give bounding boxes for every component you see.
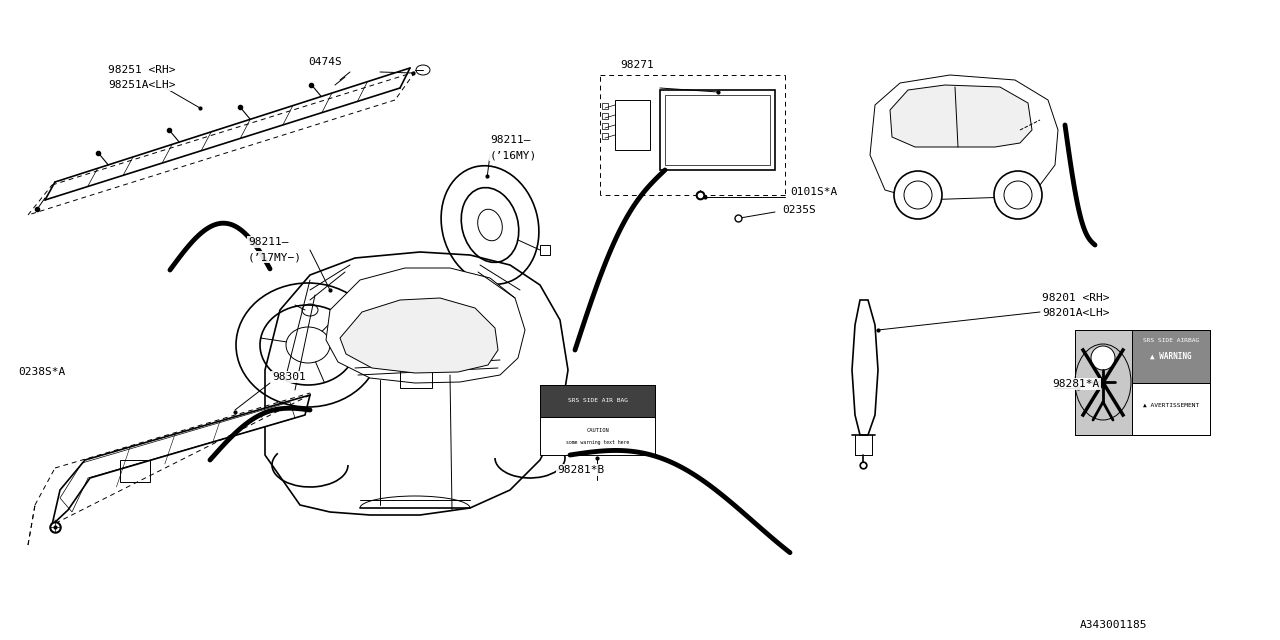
Text: 98281*B: 98281*B (557, 465, 604, 475)
Text: 98271: 98271 (620, 60, 654, 70)
Polygon shape (890, 85, 1032, 147)
Bar (401, 368, 433, 388)
Polygon shape (265, 252, 568, 515)
Text: 98211—: 98211— (248, 237, 288, 247)
Polygon shape (614, 100, 650, 150)
Text: 98251 <RH>: 98251 <RH> (108, 65, 175, 75)
Bar (540, 385, 655, 417)
Bar (540, 245, 550, 255)
Bar (120, 460, 150, 482)
Bar (666, 95, 771, 165)
Text: 0474S: 0474S (308, 57, 342, 67)
Bar (1132, 383, 1210, 435)
Text: SRS SIDE AIRBAG: SRS SIDE AIRBAG (1143, 338, 1199, 343)
Bar (380, 339, 392, 351)
Bar (1075, 330, 1210, 435)
Ellipse shape (995, 171, 1042, 219)
Polygon shape (52, 395, 310, 525)
Polygon shape (326, 268, 525, 383)
Ellipse shape (893, 171, 942, 219)
Bar (602, 123, 608, 129)
Text: some warning text here: some warning text here (566, 440, 630, 445)
Text: 0235S: 0235S (782, 205, 815, 215)
Text: (’16MY): (’16MY) (490, 150, 538, 160)
Bar (1132, 330, 1210, 383)
Text: CAUTION: CAUTION (586, 428, 609, 433)
Text: 98201 <RH>: 98201 <RH> (1042, 293, 1110, 303)
Bar (602, 113, 608, 119)
Text: 98201A<LH>: 98201A<LH> (1042, 308, 1110, 318)
Bar (602, 133, 608, 139)
Text: 98251A<LH>: 98251A<LH> (108, 80, 175, 90)
Text: 98301: 98301 (273, 372, 306, 382)
Bar (1075, 330, 1132, 435)
Bar (540, 385, 655, 455)
Polygon shape (340, 298, 498, 373)
Text: 0101S*A: 0101S*A (790, 187, 837, 197)
Text: A343001185: A343001185 (1080, 620, 1147, 630)
Polygon shape (852, 300, 878, 435)
Bar (602, 103, 608, 109)
Bar (660, 90, 774, 170)
Polygon shape (870, 75, 1059, 200)
Text: 0238S*A: 0238S*A (18, 367, 65, 377)
Text: ▲ WARNING: ▲ WARNING (1149, 352, 1192, 361)
Text: 98281*A: 98281*A (1052, 379, 1100, 389)
Text: 98211—: 98211— (490, 135, 530, 145)
Text: SRS SIDE AIR BAG: SRS SIDE AIR BAG (567, 398, 627, 403)
Text: (’17MY−): (’17MY−) (248, 252, 302, 262)
Ellipse shape (1091, 346, 1115, 370)
Text: ▲ AVERTISSEMENT: ▲ AVERTISSEMENT (1143, 403, 1199, 408)
